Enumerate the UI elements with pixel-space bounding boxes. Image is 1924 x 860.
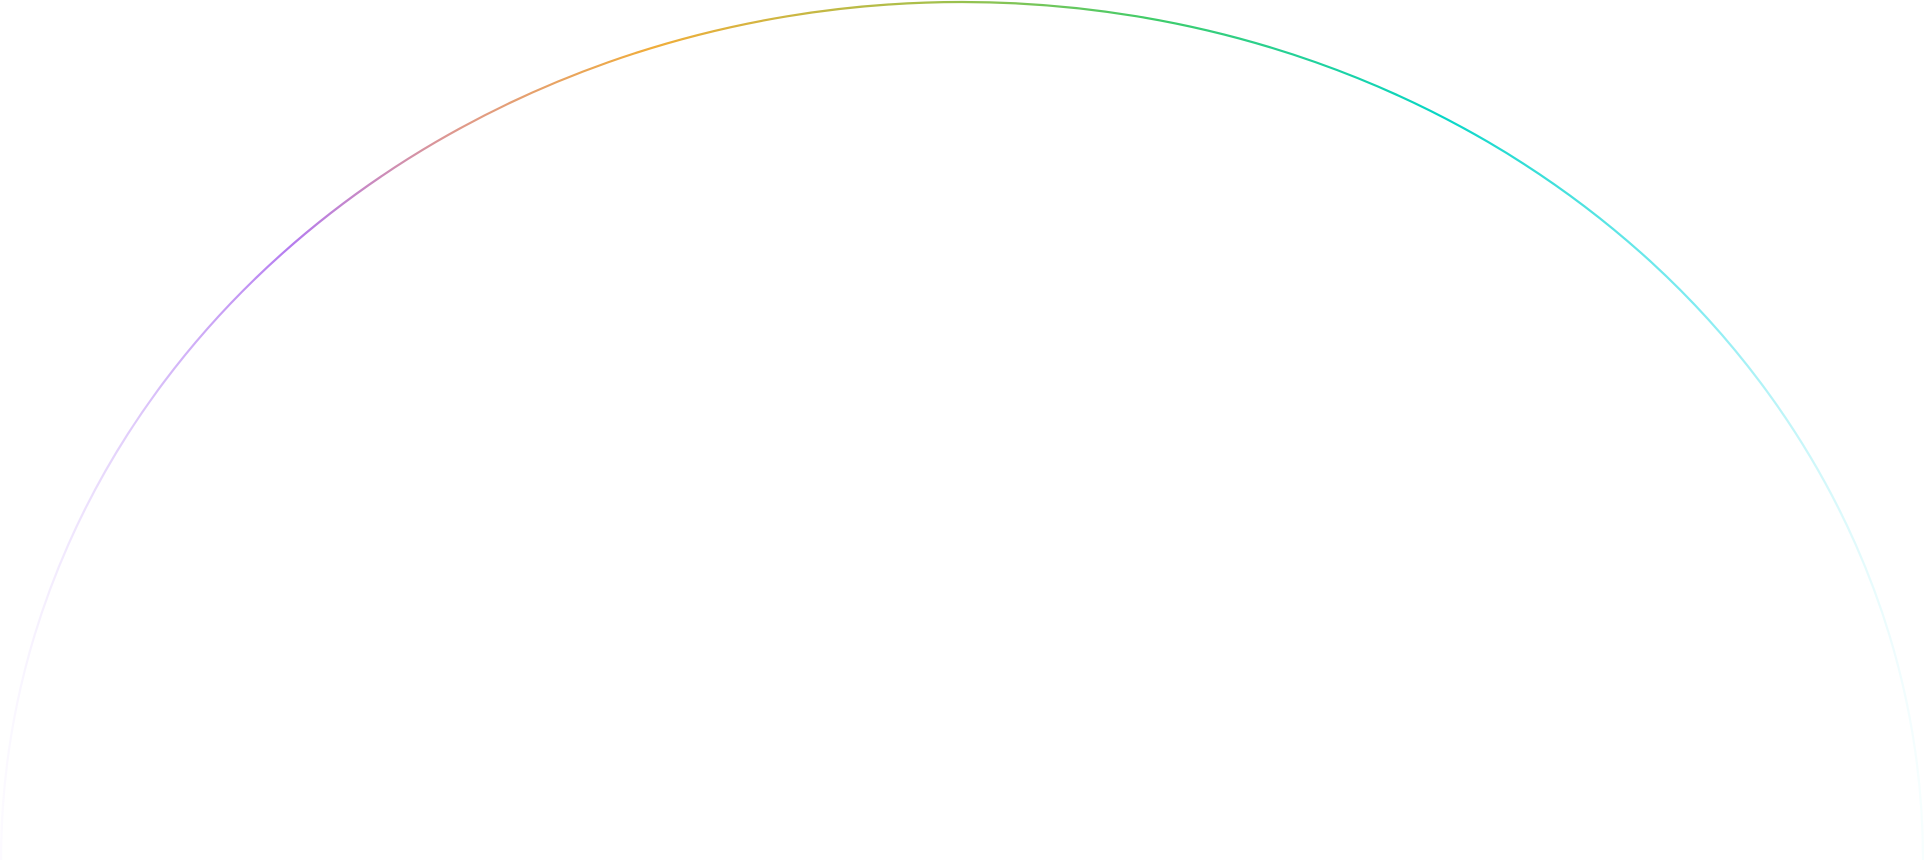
gradient-arc-stroke bbox=[0, 0, 1924, 860]
decorative-gradient-arc bbox=[0, 0, 1924, 860]
